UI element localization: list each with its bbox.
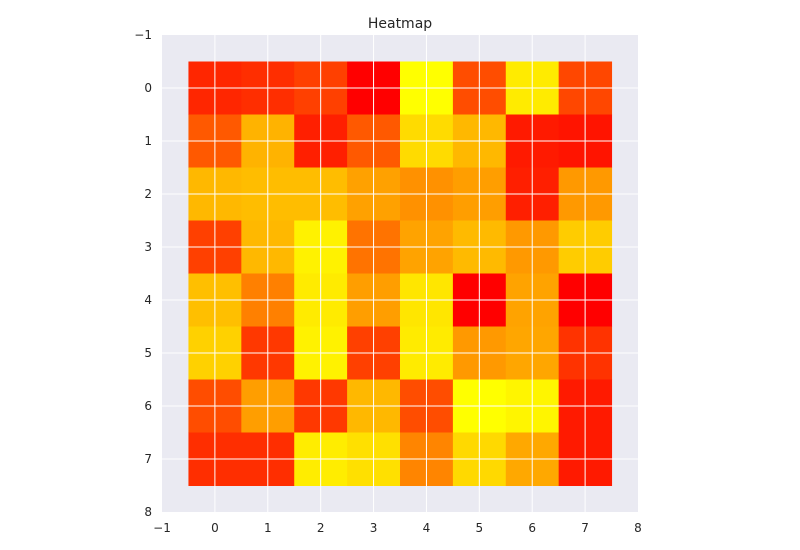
x-axis-ticks: −1 0 1 2 3 4 5 6 7 8 xyxy=(153,521,642,535)
x-tick-label: 7 xyxy=(581,521,589,535)
x-tick-label: 8 xyxy=(634,521,642,535)
y-tick-label: 6 xyxy=(144,399,152,413)
x-tick-label: −1 xyxy=(153,521,171,535)
x-tick-label: 0 xyxy=(211,521,219,535)
y-tick-label: 8 xyxy=(144,505,152,519)
x-tick-label: 4 xyxy=(423,521,431,535)
grid-lines xyxy=(162,35,638,512)
y-tick-label: 3 xyxy=(144,240,152,254)
y-tick-label: 7 xyxy=(144,452,152,466)
heatmap-cells xyxy=(188,61,613,486)
chart-title: Heatmap xyxy=(368,16,432,32)
y-tick-label: 2 xyxy=(144,187,152,201)
y-tick-label: −1 xyxy=(134,28,152,42)
x-tick-label: 6 xyxy=(528,521,536,535)
y-axis-ticks: −1 0 1 2 3 4 5 6 7 8 xyxy=(134,28,152,519)
x-tick-label: 5 xyxy=(476,521,484,535)
y-tick-label: 5 xyxy=(144,346,152,360)
y-tick-label: 4 xyxy=(144,293,152,307)
y-tick-label: 1 xyxy=(144,134,152,148)
y-tick-label: 0 xyxy=(144,81,152,95)
x-tick-label: 3 xyxy=(370,521,378,535)
x-tick-label: 2 xyxy=(317,521,325,535)
x-tick-label: 1 xyxy=(264,521,272,535)
